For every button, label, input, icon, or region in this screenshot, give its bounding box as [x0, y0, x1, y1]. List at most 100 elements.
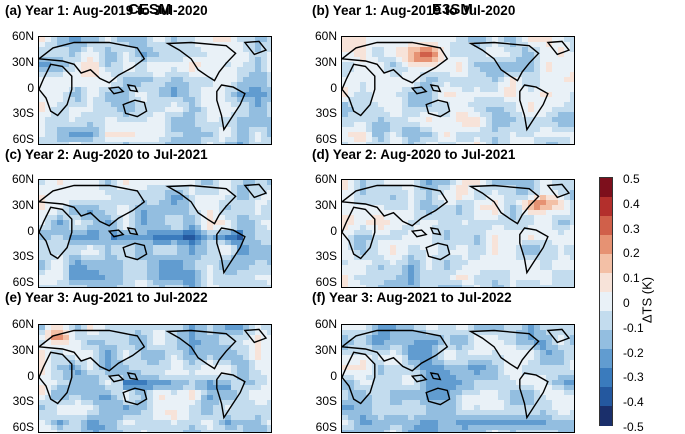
latitude-label: 60S [12, 132, 34, 146]
map-panel-b [341, 36, 575, 145]
latitude-label: 30N [11, 54, 34, 69]
coastline [342, 41, 449, 84]
colorbar-tick-label: 0.1 [623, 271, 640, 286]
temperature-anomaly-field [342, 37, 574, 144]
colorbar-tick-label: -0.3 [623, 370, 644, 385]
latitude-label: 30S [315, 106, 337, 121]
coastline [165, 41, 237, 82]
colorbar-segment [600, 406, 612, 426]
coastline [122, 387, 148, 406]
latitude-label: 30N [11, 342, 34, 357]
colorbar-segment [600, 197, 612, 217]
latitude-label: 30S [12, 106, 34, 121]
map-panel-f [341, 324, 575, 433]
coastline [243, 183, 268, 199]
colorbar-segment [600, 292, 612, 312]
coastline [107, 229, 125, 238]
latitude-label: 60N [11, 29, 34, 43]
coastline [342, 351, 376, 405]
temperature-anomaly-field [39, 37, 271, 144]
coastline [216, 84, 246, 132]
coastline [216, 227, 246, 275]
column-title-e3sm: E3SM [432, 1, 473, 18]
coastline [243, 328, 268, 344]
coastline [425, 242, 451, 261]
coastline [39, 329, 146, 372]
panel-title: (a) Year 1: Aug-2019 to Jul-2020 [5, 3, 208, 18]
colorbar-tick-label: -0.4 [623, 395, 644, 410]
latitude-label: 30N [314, 342, 337, 357]
coastline [519, 227, 549, 275]
latitude-label: 0 [27, 223, 34, 238]
latitude-label: 60S [12, 275, 34, 289]
latitude-label: 30N [314, 54, 337, 69]
coastline [546, 183, 571, 199]
latitude-label: 30N [314, 197, 337, 212]
coastline [122, 99, 148, 118]
colorbar-tick-label: -0.2 [623, 345, 644, 360]
coastline [546, 328, 571, 344]
latitude-label: 60S [315, 132, 337, 146]
panel-title: (c) Year 2: Aug-2020 to Jul-2021 [5, 147, 208, 162]
colorbar-segment [600, 235, 612, 255]
coastline [410, 374, 428, 383]
map-panel-a [38, 36, 272, 145]
latitude-label: 0 [27, 368, 34, 383]
coastline [126, 227, 139, 236]
temperature-anomaly-field [342, 325, 574, 432]
latitude-label: 60S [315, 275, 337, 289]
latitude-label: 0 [27, 80, 34, 95]
latitude-label: 60N [314, 29, 337, 43]
colorbar-tick-label: -0.1 [623, 320, 644, 335]
colorbar-tick-label: -0.5 [623, 420, 644, 434]
colorbar-tick-label: 0.2 [623, 246, 640, 261]
latitude-label: 30S [315, 394, 337, 409]
temperature-anomaly-field [39, 180, 271, 287]
latitude-label: 60N [11, 172, 34, 186]
map-panel-d [341, 179, 575, 288]
latitude-label: 30S [315, 249, 337, 264]
coastline [216, 372, 246, 420]
colorbar-tick-label: 0.4 [623, 196, 640, 211]
coastline [107, 374, 125, 383]
coastline [342, 206, 376, 260]
temperature-anomaly-field [39, 325, 271, 432]
latitude-label: 60S [12, 420, 34, 434]
coastline [468, 184, 540, 225]
temperature-anomaly-field [342, 180, 574, 287]
coastline [342, 63, 376, 117]
latitude-label: 0 [330, 223, 337, 238]
colorbar-segment [600, 311, 612, 331]
coastline [165, 329, 237, 370]
latitude-label: 0 [330, 80, 337, 95]
coastline [410, 86, 428, 95]
colorbar-segment [600, 330, 612, 350]
panel-title: (d) Year 2: Aug-2020 to Jul-2021 [312, 147, 516, 162]
coastline [39, 63, 73, 117]
coastline [243, 40, 268, 56]
colorbar [599, 177, 613, 426]
coastline [39, 184, 146, 227]
coastline [122, 242, 148, 261]
coastline [519, 84, 549, 132]
colorbar-segment [600, 349, 612, 369]
colorbar-tick-label: 0 [623, 296, 630, 310]
colorbar-segment [600, 254, 612, 274]
latitude-label: 0 [330, 368, 337, 383]
colorbar-tick-label: 0.3 [623, 221, 640, 236]
coastline [39, 206, 73, 260]
coastline [39, 351, 73, 405]
coastline [39, 41, 146, 84]
coastline [429, 84, 442, 93]
colorbar-segment [600, 368, 612, 388]
coastline [107, 86, 125, 95]
column-title-cesm: CESM [128, 1, 172, 18]
panel-title: (e) Year 3: Aug-2021 to Jul-2022 [5, 290, 208, 305]
latitude-label: 30S [12, 249, 34, 264]
coastline [425, 99, 451, 118]
coastline [126, 84, 139, 93]
latitude-label: 30S [12, 394, 34, 409]
map-panel-e [38, 324, 272, 433]
panel-title: (b) Year 1: Aug-2019 to Jul-2020 [312, 3, 516, 18]
latitude-label: 30N [11, 197, 34, 212]
